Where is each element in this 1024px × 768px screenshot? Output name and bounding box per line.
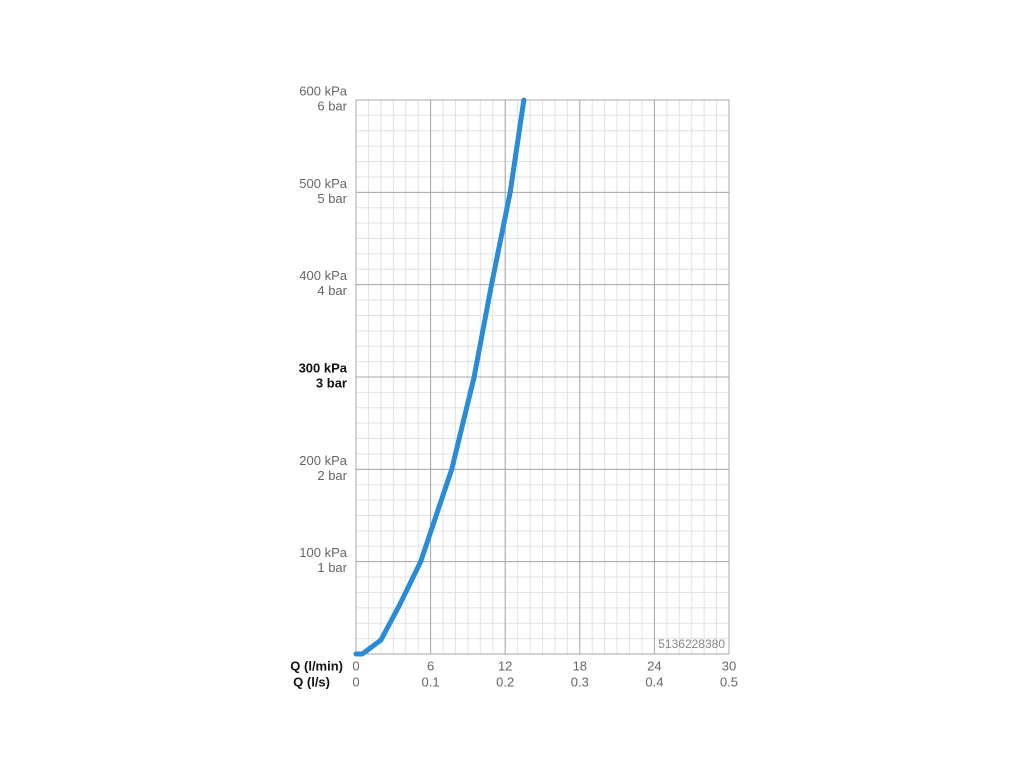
x-tick-label: 24: [647, 658, 661, 673]
x2-axis-title: Q (l/s): [293, 674, 330, 689]
x-tick-label: 0: [352, 658, 359, 673]
y-tick-label: 600 kPa: [299, 83, 347, 98]
x-axis-title: Q (l/min): [290, 658, 343, 673]
y-tick-label: 500 kPa: [299, 176, 347, 191]
x2-tick-label: 0.2: [496, 674, 514, 689]
y-tick-sublabel: 4 bar: [317, 283, 347, 298]
x2-tick-label: 0.1: [422, 674, 440, 689]
annotation: 5136228380: [658, 637, 725, 651]
x-tick-label: 12: [498, 658, 512, 673]
line-series: [353, 97, 527, 657]
y-tick-sublabel: 1 bar: [317, 560, 347, 575]
x-tick-label: 6: [427, 658, 434, 673]
y-tick-label: 400 kPa: [299, 268, 347, 283]
x2-tick-label: 0.3: [571, 674, 589, 689]
x2-tick-label: 0.5: [720, 674, 738, 689]
y-tick-sublabel: 2 bar: [317, 468, 347, 483]
y-tick-sublabel: 3 bar: [316, 375, 347, 390]
x-tick-label: 30: [722, 658, 736, 673]
y-tick-label: 300 kPa: [299, 360, 348, 375]
x2-tick-label: 0.4: [645, 674, 663, 689]
y-tick-sublabel: 6 bar: [317, 98, 347, 113]
x-tick-label: 18: [573, 658, 587, 673]
x2-tick-label: 0: [352, 674, 359, 689]
y-tick-label: 100 kPa: [299, 545, 347, 560]
y-tick-label: 200 kPa: [299, 453, 347, 468]
y-tick-sublabel: 5 bar: [317, 191, 347, 206]
